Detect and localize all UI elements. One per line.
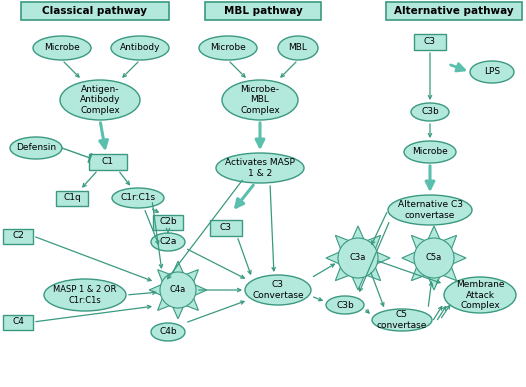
Ellipse shape xyxy=(444,277,516,313)
Text: Microbe: Microbe xyxy=(412,147,448,156)
Ellipse shape xyxy=(10,137,62,159)
Polygon shape xyxy=(185,297,198,310)
Text: Alternative pathway: Alternative pathway xyxy=(394,6,514,16)
Ellipse shape xyxy=(33,36,91,60)
Ellipse shape xyxy=(222,80,298,120)
Text: Microbe: Microbe xyxy=(210,43,246,53)
Ellipse shape xyxy=(112,188,164,208)
Text: Microbe-
MBL
Complex: Microbe- MBL Complex xyxy=(240,85,280,115)
Polygon shape xyxy=(411,235,426,250)
Text: C2a: C2a xyxy=(159,238,177,247)
Text: C3: C3 xyxy=(424,38,436,46)
Polygon shape xyxy=(158,297,171,310)
FancyBboxPatch shape xyxy=(89,154,127,170)
Text: LPS: LPS xyxy=(484,67,500,77)
Ellipse shape xyxy=(151,233,185,251)
Text: MBL: MBL xyxy=(289,43,307,53)
Text: C1: C1 xyxy=(102,158,114,166)
Polygon shape xyxy=(452,252,466,264)
Ellipse shape xyxy=(411,103,449,121)
Ellipse shape xyxy=(326,296,364,314)
Polygon shape xyxy=(336,235,350,250)
Polygon shape xyxy=(428,276,440,290)
Polygon shape xyxy=(442,266,457,281)
FancyBboxPatch shape xyxy=(210,220,242,236)
Polygon shape xyxy=(402,252,417,264)
Text: Membrane
Attack
Complex: Membrane Attack Complex xyxy=(456,280,504,310)
Polygon shape xyxy=(326,252,340,264)
Polygon shape xyxy=(442,235,457,250)
Text: C2b: C2b xyxy=(159,217,177,226)
Text: Microbe: Microbe xyxy=(44,43,80,53)
Ellipse shape xyxy=(216,153,304,183)
Text: C2: C2 xyxy=(12,231,24,240)
Polygon shape xyxy=(336,266,350,281)
Polygon shape xyxy=(172,261,184,274)
Text: C5
convertase: C5 convertase xyxy=(377,310,427,330)
Text: C3b: C3b xyxy=(421,108,439,116)
Circle shape xyxy=(414,238,454,278)
Polygon shape xyxy=(185,270,198,283)
Polygon shape xyxy=(411,266,426,281)
FancyBboxPatch shape xyxy=(414,34,446,50)
Ellipse shape xyxy=(44,279,126,311)
Text: Antigen-
Antibody
Complex: Antigen- Antibody Complex xyxy=(80,85,120,115)
Polygon shape xyxy=(428,226,440,240)
Text: C3a: C3a xyxy=(350,253,366,262)
Ellipse shape xyxy=(151,323,185,341)
Text: C4a: C4a xyxy=(170,286,186,295)
Polygon shape xyxy=(149,284,162,296)
Circle shape xyxy=(160,272,196,308)
Polygon shape xyxy=(366,235,381,250)
Ellipse shape xyxy=(372,309,432,331)
Text: MBL pathway: MBL pathway xyxy=(224,6,302,16)
Polygon shape xyxy=(366,266,381,281)
Text: C1r:C1s: C1r:C1s xyxy=(120,194,156,202)
Text: C3b: C3b xyxy=(336,300,354,310)
FancyBboxPatch shape xyxy=(205,2,321,20)
FancyBboxPatch shape xyxy=(3,315,33,329)
Text: C3
Convertase: C3 Convertase xyxy=(252,280,304,300)
Polygon shape xyxy=(172,306,184,319)
Text: Alternative C3
convertase: Alternative C3 convertase xyxy=(398,200,462,220)
FancyBboxPatch shape xyxy=(153,214,183,229)
Polygon shape xyxy=(351,226,365,240)
Polygon shape xyxy=(158,270,171,283)
Ellipse shape xyxy=(470,61,514,83)
Text: Classical pathway: Classical pathway xyxy=(43,6,147,16)
Text: MASP 1 & 2 OR
C1r:C1s: MASP 1 & 2 OR C1r:C1s xyxy=(53,285,117,305)
Text: C4b: C4b xyxy=(159,327,177,337)
Polygon shape xyxy=(194,284,207,296)
Ellipse shape xyxy=(278,36,318,60)
Polygon shape xyxy=(351,276,365,290)
Text: C3: C3 xyxy=(220,224,232,233)
Text: C1q: C1q xyxy=(63,194,81,202)
FancyBboxPatch shape xyxy=(21,2,169,20)
Polygon shape xyxy=(376,252,390,264)
Circle shape xyxy=(338,238,378,278)
Ellipse shape xyxy=(199,36,257,60)
FancyBboxPatch shape xyxy=(3,228,33,243)
Text: Activates MASP
1 & 2: Activates MASP 1 & 2 xyxy=(225,158,295,178)
Ellipse shape xyxy=(245,275,311,305)
Ellipse shape xyxy=(60,80,140,120)
Text: C5a: C5a xyxy=(426,253,442,262)
Text: Defensin: Defensin xyxy=(16,144,56,152)
Ellipse shape xyxy=(404,141,456,163)
FancyBboxPatch shape xyxy=(386,2,522,20)
Ellipse shape xyxy=(111,36,169,60)
Ellipse shape xyxy=(388,195,472,225)
Text: Antibody: Antibody xyxy=(120,43,160,53)
FancyBboxPatch shape xyxy=(56,190,88,205)
Text: C4: C4 xyxy=(12,317,24,327)
